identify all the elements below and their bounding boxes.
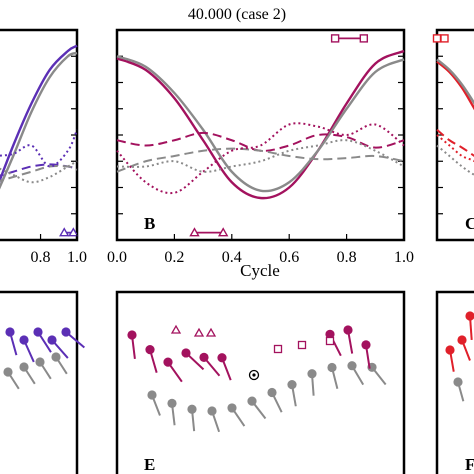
stick-dot [287,379,297,390]
panel-f-frame [435,290,474,474]
panel-c-label: C [465,214,474,233]
square-marker-icon [440,34,449,43]
x-tick-label: 0.0 [107,249,127,266]
stick-dot [127,330,137,340]
stick-dot [47,335,57,345]
series-line-solid-red [436,60,474,111]
series-line-solid-gray [116,55,405,193]
series-line-dashed-red [436,128,474,157]
triangle-marker-icon [193,327,205,337]
triangle-marker-icon [59,227,70,237]
stick-dot [327,362,337,373]
x-axis-title: Cycle [240,261,280,280]
center-marker-icon [248,369,260,381]
stick-dot [267,387,277,398]
series-line-dashed-gray [116,147,405,173]
stick-dot [163,357,173,367]
series-line-dotted-gray [436,144,474,176]
series-line-solid-gray [0,51,78,190]
stick-dot [453,377,463,387]
stick-dot [181,348,191,358]
panel-b-label: B [144,214,155,233]
stick-dot [307,369,317,379]
panel-c-plot [432,34,474,215]
stick-diagrams [3,311,474,433]
x-tick-label: 0.8 [337,249,357,266]
x-tick-label: 0.6 [279,249,299,266]
panel-d-frame [0,290,79,474]
stick-dot [167,398,177,408]
panel-e-frame [115,290,406,474]
stick-dot [61,327,71,337]
stick-dot [465,311,474,321]
series-line-dotted-red [436,134,474,163]
triangle-marker-icon [68,227,79,237]
stick-dot [227,403,237,413]
stick-dot [19,335,29,345]
stick-dot [3,367,13,377]
square-marker-icon [330,34,340,43]
stick-dot [35,357,45,367]
stick-dot [147,390,157,400]
stick-dot [445,345,455,355]
stick-dot [51,352,61,362]
series-line-dotted-gray [0,160,78,184]
panel-b-plot: 0.0 0.2 0.4 0.6 0.8 1.0 [107,34,414,266]
stick-dot [33,327,43,337]
series-line-dotted-purple [0,129,78,168]
stick-dot [207,406,217,416]
series-line-dashed-magenta [116,131,405,152]
triangle-marker-icon [189,227,200,237]
stick-dot [247,396,257,406]
series-line-solid-purple [0,44,78,183]
panel-a-plot: 0.8 1.0 [0,44,87,266]
x-tick-label: 0.4 [222,249,242,266]
stick-dot [199,352,209,362]
x-tick-label: 1.0 [67,249,87,266]
square-marker-icon [297,340,307,350]
triangle-marker-icon [217,227,229,237]
panel-b-frame [115,28,406,242]
stick-dot [347,361,357,371]
series-line-solid-gray [436,58,474,105]
stick-dot [361,340,371,350]
square-marker-icon [325,336,335,346]
series-line-dotted-magenta [116,122,405,195]
stick-dot [343,325,353,335]
stick-dot [187,404,197,414]
x-tick-label: 1.0 [394,249,414,266]
square-marker-icon [273,344,283,354]
panel-a-frame [0,28,79,242]
panel-f-label: F [465,455,474,474]
series-line-solid-magenta [116,49,405,200]
bottom-row-frames [0,290,474,474]
stick-dot [5,327,15,337]
stick-dot [325,329,335,339]
x-tick-label: 0.2 [164,249,184,266]
triangle-marker-icon [170,324,182,334]
square-marker-icon [432,34,442,43]
x-tick-label: 0.8 [31,249,51,266]
panel-e-label: E [144,455,155,474]
square-marker-icon [359,34,369,43]
triangle-marker-icon [205,327,217,337]
stick-dot [145,345,155,355]
figure-title: 40.000 (case 2) [188,6,286,23]
stick-dot [19,362,29,372]
stick-dot [217,353,227,363]
stick-dot [457,335,467,345]
